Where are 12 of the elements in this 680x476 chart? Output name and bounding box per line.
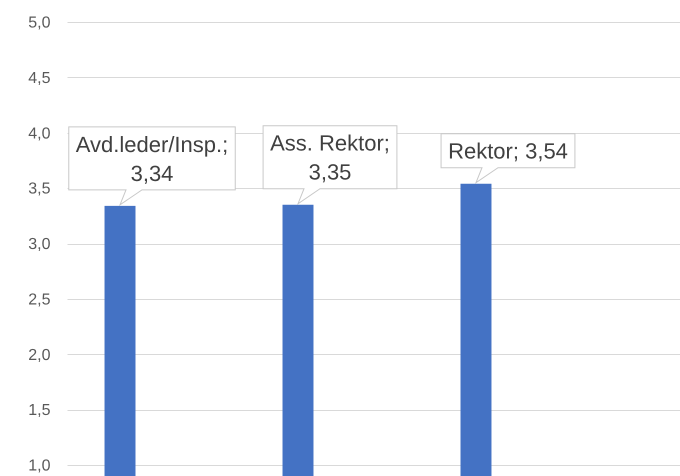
y-tick-label: 3,5	[28, 180, 51, 198]
y-tick-label: 2,5	[28, 291, 51, 308]
data-label: Ass. Rektor; 3,35	[270, 130, 390, 185]
y-tick-label: 1,5	[28, 402, 51, 420]
y-tick-label: 4,5	[28, 70, 51, 87]
data-label: Avd.leder/Insp.; 3,34	[76, 132, 228, 186]
y-tick-label: 4,0	[28, 125, 51, 142]
y-tick-label: 3,0	[28, 236, 51, 253]
y-tick-label: 1,0	[28, 458, 51, 474]
y-tick-label: 2,0	[28, 346, 51, 364]
y-tick-label: 5,0	[28, 14, 51, 32]
data-label: Rektor; 3,54	[448, 138, 568, 164]
